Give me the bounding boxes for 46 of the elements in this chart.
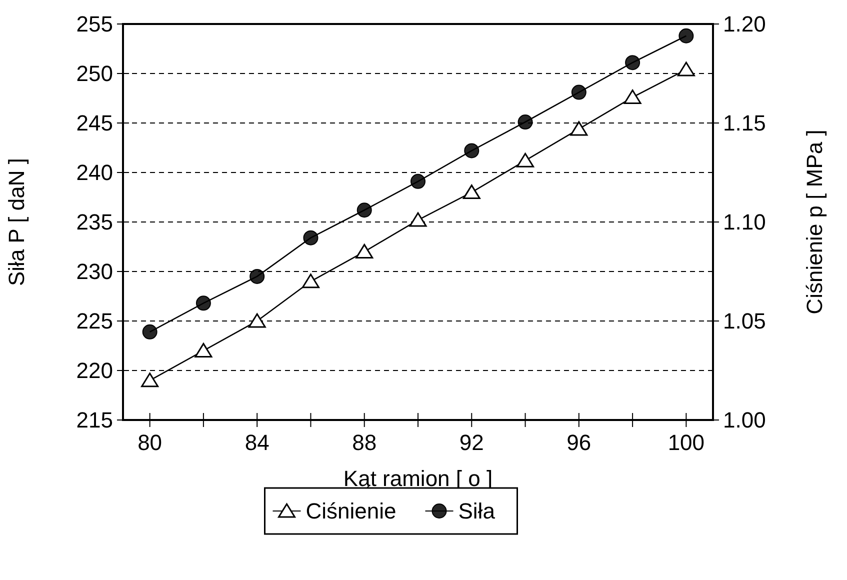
x-tick-label: 100	[668, 430, 705, 455]
point	[464, 143, 480, 158]
x-tick-label: 92	[459, 430, 484, 455]
point	[303, 230, 318, 246]
point	[409, 212, 427, 227]
y-tick-label: 225	[76, 308, 113, 334]
y-tick-label: 255	[76, 12, 113, 37]
x-tick-label: 80	[138, 430, 162, 455]
point	[356, 244, 374, 258]
y-tick-label: 245	[76, 110, 113, 136]
y-axis-title: Siła P [ daN ]	[4, 158, 29, 286]
point	[302, 274, 320, 288]
legend-label: Ciśnienie	[306, 498, 396, 524]
y-tick-label: 235	[76, 210, 113, 235]
point	[678, 28, 694, 44]
y-tick-label: 230	[76, 259, 113, 284]
y-tick-label: 215	[76, 408, 113, 433]
point	[410, 174, 426, 189]
point	[194, 342, 212, 358]
y2-tick-label: 1.00	[723, 408, 766, 433]
point	[677, 62, 695, 76]
y2-axis-title: Ciśnienie p [ MPa ]	[802, 130, 827, 314]
point	[196, 296, 211, 311]
point	[141, 372, 159, 388]
x-tick-label: 88	[352, 430, 377, 455]
point	[571, 84, 586, 100]
point	[624, 90, 642, 104]
point	[248, 313, 266, 328]
point	[356, 202, 372, 218]
legend-label: Siła	[458, 498, 496, 524]
y2-tick-label: 1.10	[723, 210, 766, 235]
point	[625, 55, 640, 70]
point	[250, 268, 265, 284]
x-tick-label: 84	[244, 430, 270, 455]
point	[142, 324, 158, 340]
x-tick-label: 96	[566, 430, 592, 455]
y2-tick-label: 1.05	[723, 308, 766, 334]
y2-tick-label: 1.15	[723, 110, 766, 136]
y2-tick-label: 1.20	[723, 12, 766, 37]
point	[570, 121, 588, 136]
y-tick-label: 240	[76, 160, 113, 186]
point	[462, 184, 480, 200]
y-tick-label: 220	[76, 358, 113, 384]
point	[516, 152, 534, 168]
point	[518, 114, 533, 130]
y-tick-label: 250	[76, 61, 113, 86]
